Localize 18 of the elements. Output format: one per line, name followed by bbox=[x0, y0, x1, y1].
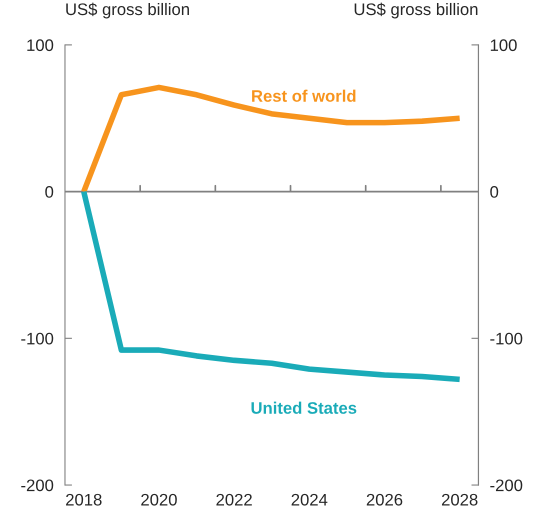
x-tick-label: 2026 bbox=[366, 494, 402, 506]
x-tick-label: 2024 bbox=[292, 494, 328, 506]
y-tick-label: -200 bbox=[21, 479, 54, 492]
y2-tick-label: 0 bbox=[490, 186, 498, 198]
y2-tick-label: -200 bbox=[490, 479, 522, 492]
x-tick-label: 2018 bbox=[66, 494, 102, 506]
y-tick-label: 0 bbox=[45, 186, 54, 198]
x-tick-label: 2022 bbox=[216, 494, 252, 506]
series-label: Rest of world bbox=[252, 90, 356, 102]
y-axis-title: US$ gross billion bbox=[66, 2, 189, 18]
y-tick-label: -100 bbox=[21, 332, 54, 345]
y2-tick-label: 100 bbox=[490, 39, 517, 52]
x-tick-label: 2028 bbox=[442, 494, 478, 506]
series-label: United States bbox=[252, 402, 356, 414]
y2-axis-title: US$ gross billion bbox=[354, 2, 478, 18]
y2-tick-label: -100 bbox=[490, 332, 522, 345]
y-tick-label: 100 bbox=[27, 39, 54, 52]
x-tick-label: 2020 bbox=[141, 494, 177, 506]
